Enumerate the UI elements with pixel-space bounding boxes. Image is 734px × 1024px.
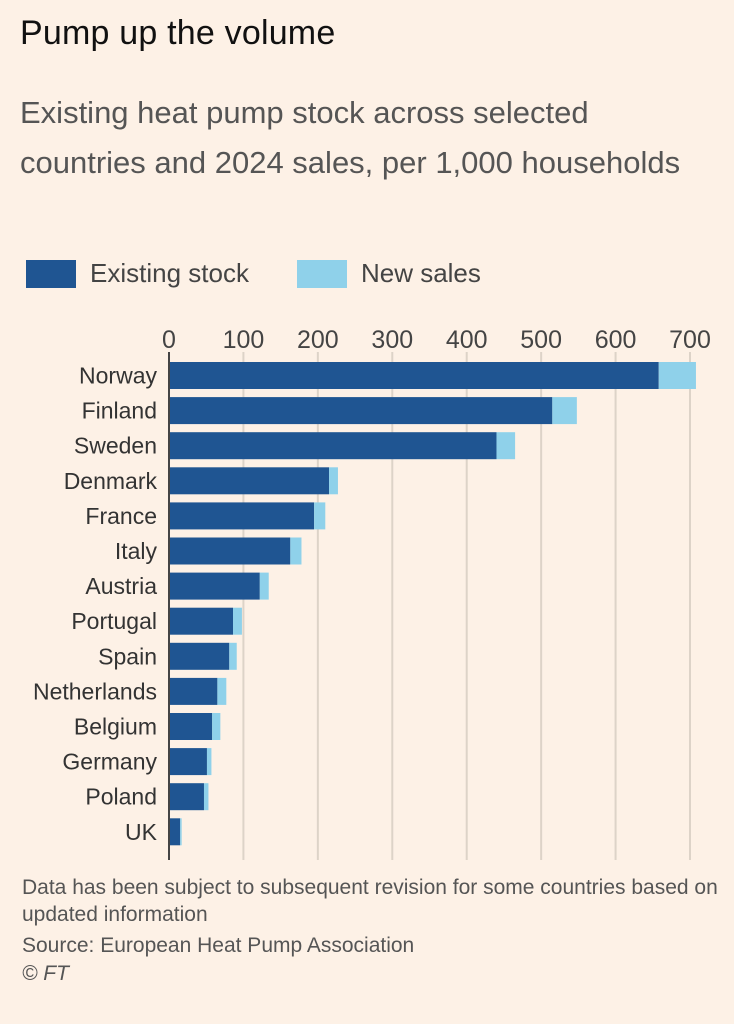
category-label-france: France (85, 503, 157, 529)
bar-italy-existing-stock (169, 537, 291, 565)
bar-denmark-new-sales (329, 467, 338, 495)
bar-netherlands-new-sales (217, 677, 227, 705)
bar-france-new-sales (314, 502, 326, 530)
bar-sweden-existing-stock (169, 432, 497, 460)
category-label-poland: Poland (85, 784, 157, 810)
legend: Existing stock New sales (26, 258, 529, 289)
bar-spain-existing-stock (169, 642, 230, 670)
bar-denmark-existing-stock (169, 467, 330, 495)
x-tick-label-700: 700 (669, 326, 711, 354)
x-tick-label-600: 600 (595, 326, 637, 354)
footnote: Data has been subject to subsequent revi… (22, 876, 718, 926)
category-label-spain: Spain (98, 643, 157, 669)
x-tick-label-200: 200 (297, 326, 339, 354)
legend-label-existing-stock: Existing stock (90, 258, 249, 288)
source-note: Source: European Heat Pump Association (22, 934, 415, 957)
bar-germany-new-sales (206, 748, 212, 776)
category-label-netherlands: Netherlands (33, 678, 157, 704)
bar-spain-new-sales (229, 642, 237, 670)
bar-belgium-existing-stock (169, 713, 213, 740)
category-label-denmark: Denmark (64, 468, 158, 494)
x-tick-label-100: 100 (223, 326, 265, 354)
bar-italy-new-sales (290, 537, 302, 565)
category-label-sweden: Sweden (74, 433, 157, 459)
category-label-belgium: Belgium (74, 714, 157, 740)
chart-subtitle: Existing heat pump stock across selected… (20, 95, 681, 180)
legend-item-new-sales: New sales (296, 258, 481, 289)
bar-norway-existing-stock (169, 362, 659, 389)
category-label-portugal: Portugal (71, 608, 157, 634)
x-tick-label-500: 500 (520, 326, 562, 354)
bar-finland-existing-stock (169, 397, 553, 425)
bar-austria-existing-stock (169, 572, 260, 600)
x-tick-label-0: 0 (162, 326, 176, 354)
bar-finland-new-sales (552, 397, 577, 425)
x-tick-label-400: 400 (446, 326, 488, 354)
bar-norway-new-sales (658, 362, 696, 389)
legend-swatch-existing-stock (26, 259, 76, 288)
legend-swatch-new-sales (296, 259, 347, 288)
category-label-norway: Norway (79, 363, 157, 389)
bar-chart: 0 100 200 300 400 500 600 700 Norway Finland Swede… (33, 326, 711, 860)
bar-poland-new-sales (203, 783, 209, 811)
bar-portugal-existing-stock (169, 607, 234, 635)
category-label-germany: Germany (62, 749, 157, 775)
bar-uk-new-sales (180, 818, 182, 846)
x-tick-label-300: 300 (371, 326, 413, 354)
bar-belgium-new-sales (212, 713, 221, 740)
bar-austria-new-sales (259, 572, 269, 600)
bar-poland-existing-stock (169, 783, 204, 811)
ft-credit: © FT (22, 962, 69, 985)
legend-label-new-sales: New sales (360, 258, 481, 288)
legend-item-existing-stock: Existing stock (26, 258, 249, 289)
bar-portugal-new-sales (233, 607, 242, 635)
bar-netherlands-existing-stock (169, 677, 218, 705)
category-label-austria: Austria (85, 573, 157, 599)
category-label-italy: Italy (115, 538, 158, 564)
chart-title: Pump up the volume (20, 14, 336, 52)
bar-germany-existing-stock (169, 748, 207, 776)
bar-uk-existing-stock (169, 818, 181, 846)
bar-france-existing-stock (169, 502, 315, 530)
category-label-finland: Finland (82, 398, 157, 424)
category-label-uk: UK (125, 819, 158, 845)
bar-sweden-new-sales (496, 432, 516, 460)
